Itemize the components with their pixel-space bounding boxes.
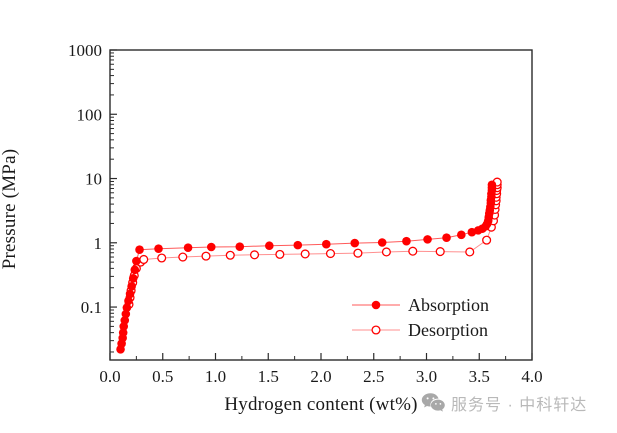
data-point-absorption [154, 244, 163, 253]
data-point-absorption [206, 242, 216, 252]
data-point-absorption [122, 303, 132, 312]
x-axis-title: Hydrogen content (wt%) [224, 394, 418, 415]
series-line-desorption [128, 182, 498, 305]
y-tick-label: 1 [94, 234, 103, 253]
y-axis-title: Pressure (MPa) [0, 148, 20, 270]
data-point-desorption [249, 250, 260, 260]
data-point-absorption [265, 241, 274, 251]
data-point-absorption [350, 238, 360, 248]
legend-label-absorption: Absorption [408, 295, 489, 315]
data-point-desorption [275, 249, 285, 259]
data-point-absorption [321, 239, 331, 249]
data-point-absorption [124, 296, 133, 306]
y-tick-label: 1000 [68, 41, 102, 60]
data-point-desorption [435, 247, 445, 257]
legend-label-desorption: Desorption [408, 320, 488, 340]
data-point-absorption [130, 265, 140, 275]
data-point-desorption [157, 253, 167, 263]
y-tick-label: 0.1 [81, 298, 102, 317]
data-point-desorption [482, 235, 492, 245]
legend-marker-absorption [371, 300, 381, 310]
data-point-desorption [139, 254, 149, 265]
data-point-absorption [293, 240, 303, 250]
x-tick-label: 1.5 [258, 367, 279, 386]
data-point-absorption [118, 328, 128, 337]
data-point-absorption [125, 289, 135, 299]
data-point-absorption [442, 233, 451, 243]
data-point-desorption [465, 247, 475, 257]
data-point-absorption [423, 235, 432, 244]
data-point-absorption [135, 245, 144, 255]
data-point-absorption [402, 236, 411, 246]
data-point-absorption [377, 238, 387, 247]
data-point-desorption [300, 249, 310, 259]
y-tick-label: 100 [77, 105, 103, 124]
data-point-desorption [353, 248, 363, 258]
data-point-desorption [225, 250, 235, 260]
data-point-absorption [128, 274, 138, 283]
data-point-absorption [183, 243, 193, 252]
x-tick-label: 0.5 [152, 367, 173, 386]
data-point-desorption [408, 246, 418, 256]
x-tick-label: 0.0 [99, 367, 120, 386]
data-point-desorption [325, 249, 336, 259]
x-tick-label: 2.5 [363, 367, 384, 386]
x-tick-label: 4.0 [521, 367, 542, 386]
data-point-desorption [381, 247, 391, 257]
data-point-absorption [121, 309, 131, 319]
data-point-absorption [457, 230, 466, 240]
x-tick-label: 1.0 [205, 367, 226, 386]
data-point-desorption [178, 252, 188, 262]
x-tick-label: 2.0 [310, 367, 331, 386]
x-tick-label: 3.0 [416, 367, 437, 386]
x-tick-label: 3.5 [469, 367, 490, 386]
data-point-absorption [132, 256, 141, 266]
y-tick-label: 10 [85, 170, 102, 189]
data-point-absorption [120, 316, 130, 325]
data-point-absorption [235, 242, 245, 251]
legend-marker-desorption [371, 325, 381, 335]
data-point-absorption [127, 282, 136, 291]
data-point-absorption [487, 180, 497, 190]
data-point-desorption [201, 251, 211, 261]
